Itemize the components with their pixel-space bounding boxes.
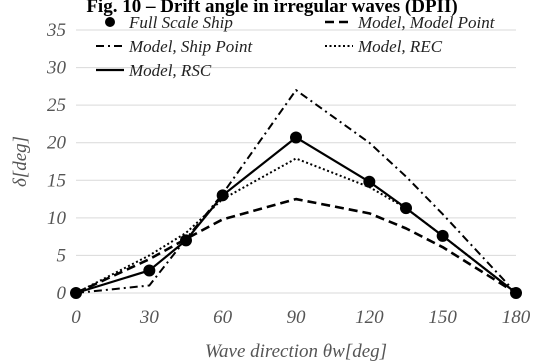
x-tick-label: 150 bbox=[428, 307, 457, 328]
series-model-model-point bbox=[75, 197, 517, 295]
legend-entry-model-ship-point: Model, Ship Point bbox=[96, 37, 254, 56]
x-tick-labels: 0 30 60 90 120 150 180 bbox=[71, 307, 531, 328]
legend-label-model-rsc: Model, RSC bbox=[128, 61, 212, 80]
x-axis-label: Wave direction θw[deg] bbox=[205, 341, 387, 362]
data-point bbox=[180, 234, 192, 247]
series-model-rsc bbox=[75, 136, 517, 295]
series-layer bbox=[70, 89, 522, 299]
legend-label-full-scale-ship: Full Scale Ship bbox=[128, 13, 233, 32]
series-line-model-rsc bbox=[75, 136, 517, 295]
y-tick-label: 10 bbox=[47, 208, 67, 229]
x-tick-label: 0 bbox=[71, 307, 81, 328]
legend-entry-model-rec: Model, REC bbox=[325, 37, 443, 56]
chart-title: Fig. 10 – Drift angle in irregular waves… bbox=[86, 0, 457, 17]
data-point bbox=[400, 202, 412, 215]
data-point bbox=[363, 175, 376, 188]
y-tick-label: 25 bbox=[47, 95, 66, 116]
data-point bbox=[290, 131, 302, 144]
y-tick-labels: 0 5 10 15 20 25 30 35 bbox=[46, 20, 67, 304]
y-tick-label: 5 bbox=[57, 245, 67, 266]
data-point bbox=[436, 229, 449, 242]
series-full-scale-ship bbox=[70, 131, 522, 299]
x-tick-label: 180 bbox=[502, 307, 531, 328]
legend-entry-model-model-point: Model, Model Point bbox=[325, 13, 496, 32]
y-tick-label: 30 bbox=[46, 58, 67, 79]
series-line-model-ship-point bbox=[75, 89, 517, 294]
data-point bbox=[70, 287, 82, 299]
series-model-ship-point bbox=[75, 89, 517, 294]
x-tick-label: 60 bbox=[213, 307, 233, 328]
series-line-model-model-point bbox=[75, 197, 517, 295]
y-tick-label: 15 bbox=[47, 170, 66, 191]
x-tick-label: 120 bbox=[355, 307, 384, 328]
legend-entry-model-rsc: Model, RSC bbox=[96, 61, 212, 80]
data-point bbox=[216, 189, 229, 202]
legend-entry-full-scale-ship: Full Scale Ship bbox=[105, 13, 233, 32]
data-point bbox=[510, 287, 522, 299]
data-point bbox=[143, 264, 156, 277]
y-tick-label: 35 bbox=[46, 20, 66, 41]
legend: Full Scale Ship Model, Model Point Model… bbox=[96, 13, 496, 80]
x-tick-label: 90 bbox=[287, 307, 307, 328]
y-tick-label: 20 bbox=[47, 133, 67, 154]
legend-label-model-model-point: Model, Model Point bbox=[357, 13, 496, 32]
legend-label-model-rec: Model, REC bbox=[357, 37, 443, 56]
legend-label-model-ship-point: Model, Ship Point bbox=[128, 37, 254, 56]
x-tick-label: 30 bbox=[139, 307, 160, 328]
y-tick-label: 0 bbox=[57, 283, 67, 304]
y-axis-label: δ[deg] bbox=[10, 136, 31, 187]
